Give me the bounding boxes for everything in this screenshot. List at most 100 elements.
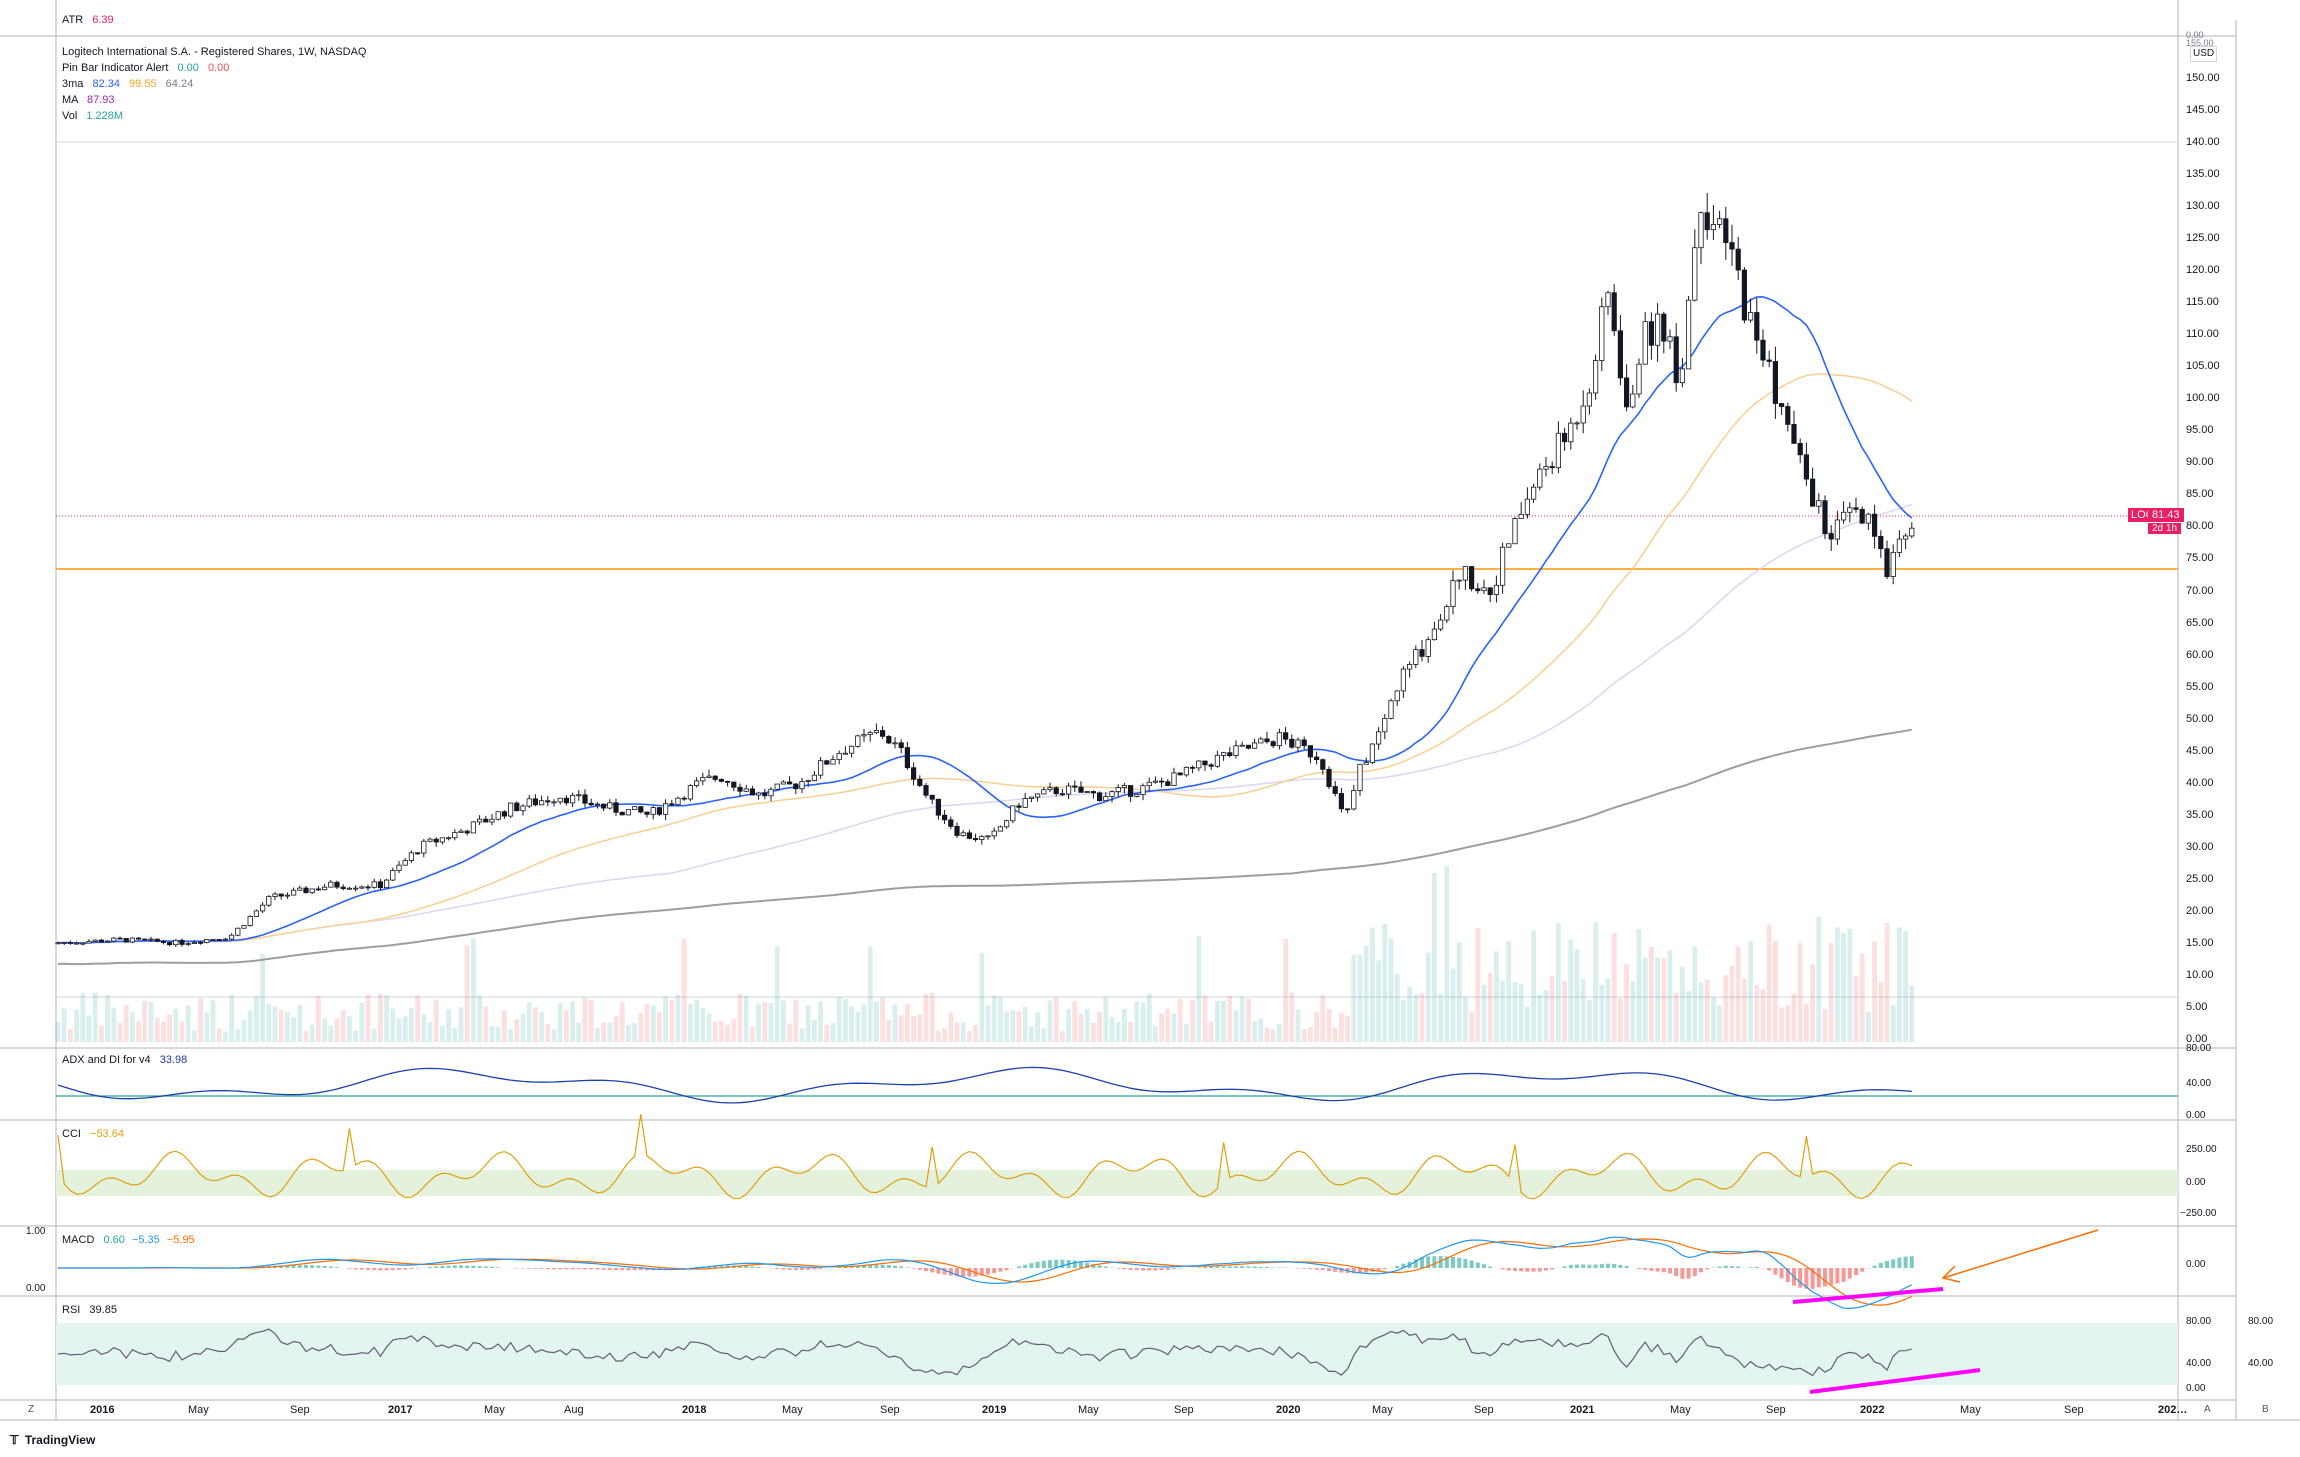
macd-histogram-bar [905, 1267, 910, 1268]
macd-signal-line [58, 1238, 1913, 1306]
volume-bar [1580, 979, 1586, 1042]
brand-logo[interactable]: 𝕋 TradingView [10, 1433, 95, 1447]
macd-left-tick-0: 1.00 [26, 1226, 46, 1237]
volume-bar [954, 1022, 960, 1042]
price-tick-label: 100.00 [2186, 392, 2220, 405]
legend-3ma[interactable]: 3ma 82.34 99.55 64.24 [62, 76, 366, 92]
cci-label: CCI [62, 1128, 81, 1140]
candle-up [811, 774, 818, 782]
candle-up [284, 894, 291, 897]
macd-histogram-bar [1103, 1266, 1108, 1268]
macd-histogram-bar [1265, 1267, 1269, 1268]
volume-bar [942, 1028, 947, 1042]
volume-bar [1841, 932, 1846, 1042]
macd-histogram-bar [911, 1268, 916, 1269]
volume-bar [1308, 1026, 1313, 1042]
macd-histogram-bar [1575, 1264, 1579, 1268]
candle-up [1295, 739, 1301, 748]
candle-down [929, 794, 935, 800]
volume-bar [1357, 954, 1363, 1042]
legend-ma[interactable]: MA 87.93 [62, 92, 366, 108]
volume-bar [1419, 993, 1425, 1042]
volume-bar [1320, 994, 1326, 1042]
candle-down [904, 747, 911, 769]
candle-up [1512, 518, 1518, 545]
volume-bar [836, 997, 842, 1042]
macd-divergence-annotation[interactable] [1792, 1287, 1944, 1304]
candle-up [1444, 606, 1450, 621]
last-price-tag: 81.43 [2148, 508, 2184, 522]
time-tick-label: Sep [1766, 1404, 1786, 1416]
volume-bar [266, 1003, 272, 1042]
volume-bar [1388, 938, 1394, 1042]
macd-histogram-bar [397, 1268, 401, 1270]
zoom-button[interactable]: Z [28, 1404, 35, 1415]
chart-legend[interactable]: Logitech International S.A. - Registered… [62, 44, 366, 124]
legend-vol[interactable]: Vol 1.228M [62, 108, 366, 124]
macd-histogram-bar [1041, 1260, 1046, 1268]
auto-scale-button[interactable]: A [2204, 1404, 2211, 1415]
currency-label[interactable]: USD [2190, 46, 2218, 62]
candle-up [148, 938, 154, 941]
volume-bar [502, 1010, 507, 1042]
volume-bar [570, 1001, 575, 1042]
candle-down [880, 730, 886, 737]
volume-bar [80, 993, 86, 1042]
volume-bar [1177, 999, 1183, 1042]
macd-title[interactable]: MACD 0.60 −5.35 −5.95 [62, 1234, 195, 1246]
macd-histogram-bar [403, 1268, 408, 1270]
candle-down [278, 893, 284, 897]
volume-bar [582, 997, 588, 1042]
macd-histogram-bar [539, 1268, 544, 1269]
macd-histogram-bar [583, 1268, 587, 1270]
volume-bar [1208, 1021, 1214, 1042]
macd-histogram-bar [1351, 1268, 1356, 1274]
candle-up [346, 887, 353, 890]
candle-up [352, 887, 359, 890]
candle-down [1301, 739, 1307, 747]
ma-100-line [57, 503, 1913, 944]
macd-histogram-bar [1606, 1263, 1610, 1268]
macd-histogram-bar [638, 1268, 643, 1271]
candle-up [1698, 212, 1704, 249]
volume-bar [1122, 1008, 1127, 1042]
candle-up [1462, 566, 1468, 581]
candle-down [1822, 500, 1828, 535]
rsi-title[interactable]: RSI 39.85 [62, 1304, 117, 1316]
volume-bar [874, 1001, 879, 1042]
volume-bar [830, 1022, 836, 1042]
scale-b-button[interactable]: B [2262, 1404, 2269, 1415]
volume-bar [371, 1028, 377, 1042]
cci-title[interactable]: CCI −53.64 [62, 1128, 124, 1140]
candle-up [1084, 791, 1090, 793]
candle-up [396, 864, 402, 871]
volume-bar [1791, 993, 1797, 1042]
legend-pinbar[interactable]: Pin Bar Indicator Alert 0.00 0.00 [62, 60, 366, 76]
volume-bar [390, 1008, 396, 1042]
candle-up [92, 939, 98, 942]
macd-histogram-bar [1221, 1266, 1226, 1268]
volume-bar [1450, 968, 1456, 1042]
candle-up [1518, 513, 1524, 519]
pinbar-label: Pin Bar Indicator Alert [62, 62, 169, 74]
arrow-annotation-line[interactable] [1942, 1229, 2099, 1279]
volume-bar [657, 1011, 662, 1042]
candle-up [1450, 580, 1456, 607]
rsi-divergence-annotation[interactable] [1809, 1368, 1981, 1394]
candle-up [1388, 700, 1394, 719]
volume-bar [781, 1000, 786, 1042]
volume-bar [1196, 936, 1202, 1042]
candle-down [1661, 313, 1667, 342]
volume-bar [1549, 976, 1555, 1042]
volume-bar [433, 999, 439, 1042]
candle-down [917, 778, 923, 786]
adx-title[interactable]: ADX and DI for v4 33.98 [62, 1054, 187, 1066]
candle-up [272, 893, 278, 897]
candle-up [1580, 405, 1586, 424]
candle-up [1543, 466, 1549, 470]
candle-down [1673, 336, 1679, 384]
macd-histogram-bar [1562, 1266, 1567, 1268]
candle-down [1190, 766, 1196, 769]
volume-bar [886, 1020, 892, 1042]
